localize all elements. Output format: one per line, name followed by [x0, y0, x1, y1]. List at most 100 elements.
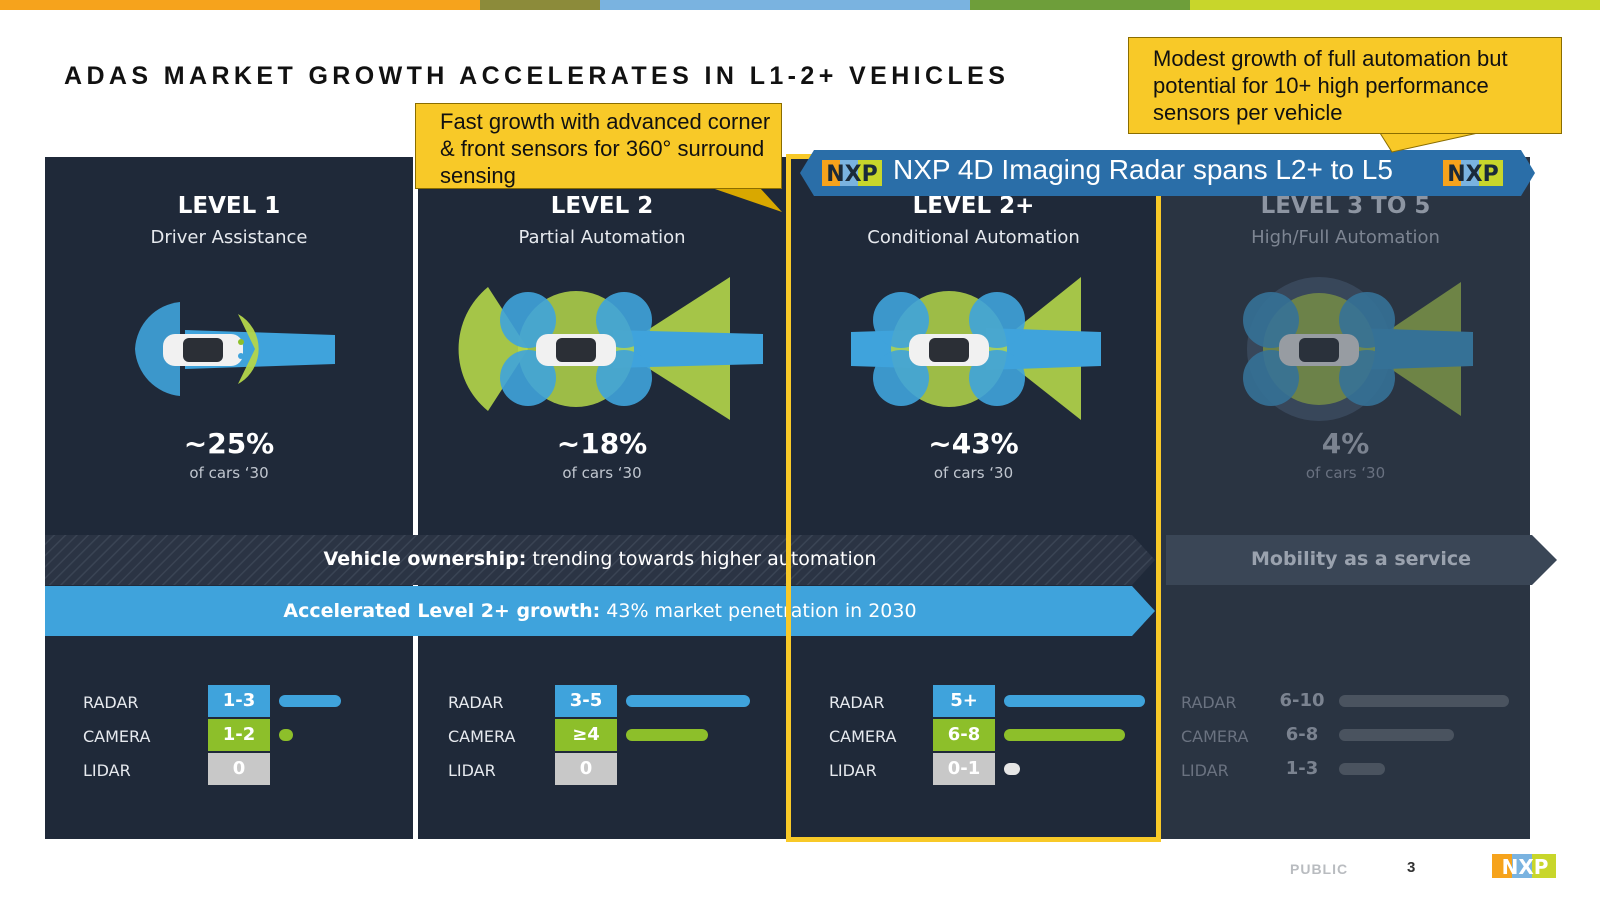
level-2plus-camera-row: CAMERA 6-8 — [829, 719, 1149, 751]
car-roof — [183, 338, 223, 362]
camera-label: CAMERA — [1181, 727, 1249, 746]
level-3-to-5-panel: LEVEL 3 TO 5 High/Full Automation 4% of … — [1161, 157, 1530, 839]
level-1-percent-caption: of cars ‘30 — [189, 464, 269, 482]
front-camera-fov — [238, 314, 259, 384]
level-3-to-5-lidar-row: LIDAR 1-3 — [1181, 753, 1521, 785]
level-1-panel: LEVEL 1 Driver Assistance ~25% of cars ‘… — [45, 157, 413, 839]
left-callout-pointer — [712, 188, 782, 212]
camera-count: 6-8 — [1285, 724, 1319, 745]
top-bar-segment-orange — [0, 0, 480, 10]
level-2-lidar-row: LIDAR 0 — [448, 753, 778, 785]
car-roof — [1299, 338, 1339, 362]
nxp-logo-icon-right: NXP — [1443, 160, 1503, 187]
top-bar-segment-green — [970, 0, 1190, 10]
radar-count: 6-10 — [1279, 690, 1325, 711]
lidar-bar — [1339, 763, 1385, 775]
radar-label: RADAR — [448, 693, 504, 712]
corner-radar-rl — [873, 292, 929, 348]
level-1-percent: ~25% — [183, 427, 275, 460]
radar-count: 5+ — [933, 685, 995, 717]
front-radar-beam — [1356, 328, 1473, 370]
front-radar-beam — [613, 330, 763, 368]
left-callout: Fast growth with advanced corner & front… — [415, 103, 782, 189]
nxp-banner-text: NXP 4D Imaging Radar spans L2+ to L5 — [893, 154, 1393, 185]
radar-label: RADAR — [829, 693, 885, 712]
svg-text:NXP: NXP — [826, 162, 878, 187]
radar-bar — [626, 695, 750, 707]
lidar-count: 1-3 — [1285, 758, 1319, 779]
level-2-subtitle: Partial Automation — [518, 227, 686, 248]
camera-bar — [1004, 729, 1125, 741]
level-2-title: LEVEL 2 — [550, 193, 654, 219]
camera-label: CAMERA — [83, 727, 151, 746]
camera-label: CAMERA — [829, 727, 897, 746]
radar-bar — [279, 695, 341, 707]
level-2plus-panel: LEVEL 2+ Conditional Automation ~43% of … — [791, 157, 1156, 839]
radar-label: RADAR — [83, 693, 139, 712]
nxp-radar-banner: NXP NXP — [800, 150, 1535, 196]
corner-radar-fl — [969, 292, 1025, 348]
radar-bar — [1004, 695, 1145, 707]
car-roof — [929, 338, 969, 362]
level-2-camera-row: CAMERA ≥4 — [448, 719, 778, 751]
level-1-camera-row: CAMERA 1-2 — [83, 719, 403, 751]
nxp-footer-logo-icon: NXP — [1492, 854, 1556, 879]
corner-radar-rl — [500, 292, 556, 348]
level-2plus-radar-row: RADAR 5+ — [829, 685, 1149, 717]
growth-ribbon-text: 43% market penetration in 2030 — [600, 600, 917, 622]
ownership-ribbon-shape — [45, 535, 1155, 585]
level-3-to-5-camera-row: CAMERA 6-8 — [1181, 719, 1521, 751]
slide-title: ADAS MARKET GROWTH ACCELERATES IN L1-2+ … — [64, 62, 1010, 90]
growth-ribbon-bold: Accelerated Level 2+ growth: — [283, 600, 601, 622]
level-3-to-5-subtitle: High/Full Automation — [1251, 227, 1440, 248]
level-2plus-percent: ~43% — [928, 427, 1019, 460]
corner-radar-fl — [596, 292, 652, 348]
top-bar-segment-lime — [1190, 0, 1600, 10]
level-1-radar-row: RADAR 1-3 — [83, 685, 403, 717]
top-color-bar — [0, 0, 1600, 10]
lidar-label: LIDAR — [829, 761, 877, 780]
lidar-label: LIDAR — [83, 761, 131, 780]
level-2-car-sensor-illustration — [458, 277, 763, 420]
level-2-radar-row: RADAR 3-5 — [448, 685, 778, 717]
left-callout-text: Fast growth with advanced corner & front… — [440, 109, 771, 188]
growth-ribbon-shape — [45, 586, 1155, 636]
level-1-title: LEVEL 1 — [177, 193, 281, 219]
svg-text:NXP: NXP — [1447, 162, 1499, 187]
level-1-subtitle: Driver Assistance — [150, 227, 308, 248]
right-callout-pointer — [1379, 132, 1479, 153]
ownership-ribbon-bold: Vehicle ownership: — [323, 548, 527, 570]
mobility-ribbon-text: Mobility as a service — [1251, 548, 1471, 570]
page-number: 3 — [1407, 859, 1416, 876]
rear-camera-fov — [458, 287, 528, 411]
level-3-to-5-title: LEVEL 3 TO 5 — [1260, 193, 1431, 219]
lidar-count: 0 — [208, 753, 270, 785]
level-2-percent: ~18% — [556, 427, 648, 460]
level-2plus-subtitle: Conditional Automation — [867, 227, 1080, 248]
radar-count: 1-3 — [208, 685, 270, 717]
camera-label: CAMERA — [448, 727, 516, 746]
lidar-label: LIDAR — [448, 761, 496, 780]
right-callout-text: Modest growth of full automation but pot… — [1153, 46, 1508, 125]
camera-bar — [279, 729, 293, 741]
level-2plus-title: LEVEL 2+ — [912, 193, 1035, 219]
camera-bar — [1339, 729, 1454, 741]
camera-count: 1-2 — [208, 719, 270, 751]
level-2-percent-caption: of cars ‘30 — [562, 464, 642, 482]
nxp-logo-icon: NXP — [822, 160, 882, 187]
camera-count: ≥4 — [555, 719, 617, 751]
lidar-count: 0 — [555, 753, 617, 785]
level-1-car-sensor-illustration — [135, 302, 335, 396]
mobility-ribbon-shape — [1166, 535, 1557, 585]
radar-bar — [1339, 695, 1509, 707]
lidar-bar — [1004, 763, 1020, 775]
level-2plus-lidar-row: LIDAR 0-1 — [829, 753, 1149, 785]
level-3-to-5-percent-caption: of cars ‘30 — [1305, 464, 1386, 482]
lidar-label: LIDAR — [1181, 761, 1229, 780]
radar-count: 3-5 — [555, 685, 617, 717]
top-bar-segment-blue — [600, 0, 970, 10]
banner-shape — [800, 150, 1535, 196]
radar-label: RADAR — [1181, 693, 1237, 712]
